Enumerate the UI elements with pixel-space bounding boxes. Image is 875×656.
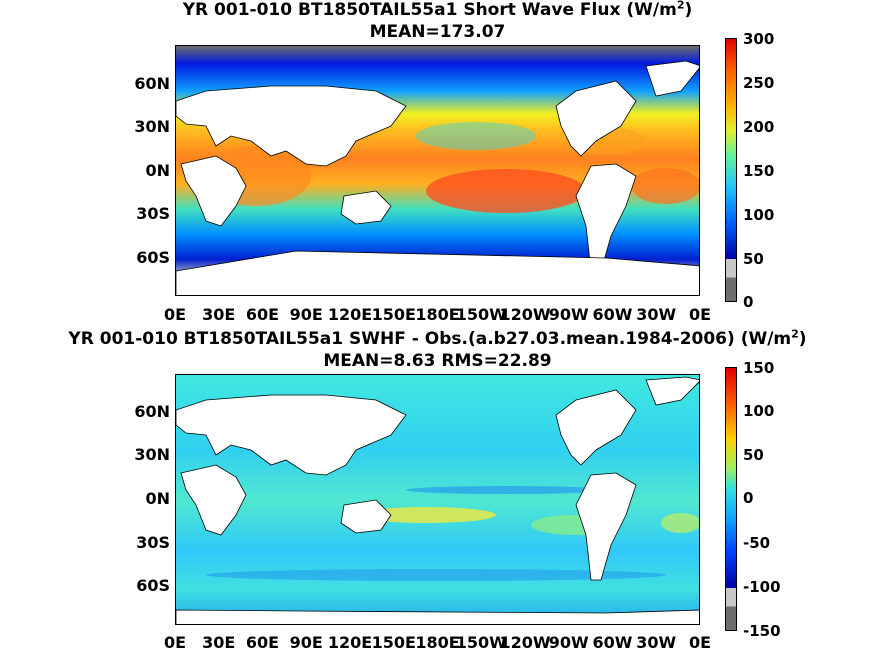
map2-lon-label-7: 150W [455, 633, 507, 652]
map2-lat-30s: 30S [136, 533, 170, 552]
map2-lat-60s: 60S [136, 576, 170, 595]
map2-lon-label-0: 0E [163, 633, 187, 652]
map2-title-sup: 2 [791, 327, 799, 341]
map1-lon-label-12: 0E [688, 305, 712, 324]
map2-field [176, 375, 699, 624]
map2-lat-0n: 0N [145, 489, 170, 508]
map2-title-close: ) [798, 329, 807, 349]
map1-lon-label-6: 180E [415, 305, 460, 324]
map2-cb-150: 150 [743, 359, 775, 377]
map1-lon-label-7: 150W [455, 305, 507, 324]
map1-title-sup: 2 [676, 0, 685, 12]
map2-mean-rms: MEAN=8.63 RMS=22.89 [323, 351, 552, 371]
map2-lat-60n: 60N [134, 402, 170, 421]
map1-lon-label-9: 90W [548, 305, 589, 324]
map2-lon-label-12: 0E [688, 633, 712, 652]
map1-cb-50: 50 [743, 250, 764, 268]
map2-panel [175, 374, 700, 625]
map1-title: YR 001-010 BT1850TAIL55a1 Short Wave Flu… [0, 0, 875, 20]
map1-lon-label-4: 120E [327, 305, 373, 324]
map2-lon-label-2: 60E [245, 633, 280, 652]
map1-lon-label-11: 30W [636, 305, 677, 324]
map1-lon-label-10: 60W [592, 305, 633, 324]
map2-lon-label-5: 150E [371, 633, 416, 652]
map1-mean: MEAN=173.07 [369, 22, 506, 42]
map2-lon-label-6: 180E [415, 633, 460, 652]
map1-title-close: ) [684, 0, 693, 20]
map1-cb-300: 300 [743, 30, 775, 48]
map2-colorbar [725, 367, 737, 631]
map1-cb-100: 100 [743, 206, 775, 224]
map2-lon-label-1: 30E [202, 633, 236, 652]
map2-cb-50: 50 [743, 446, 764, 464]
map2-cb-0: 0 [743, 489, 754, 507]
map1-lat-30s: 30S [136, 204, 170, 223]
map1-cb-250: 250 [743, 74, 775, 92]
map2-lon-label-9: 90W [548, 633, 589, 652]
map1-lon-label-5: 150E [371, 305, 416, 324]
map1-cb-150: 150 [743, 162, 775, 180]
map2-lon-label-4: 120E [327, 633, 373, 652]
map1-lon-label-2: 60E [245, 305, 280, 324]
map2-lon-label-3: 90E [289, 633, 323, 652]
map1-lon-label-0: 0E [163, 305, 187, 324]
map1-lat-30n: 30N [134, 117, 170, 136]
map1-lon-label-3: 90E [289, 305, 323, 324]
map1-title-text: YR 001-010 BT1850TAIL55a1 Short Wave Flu… [182, 0, 677, 20]
map1-lat-0n: 0N [145, 161, 170, 180]
map2-lon-label-8: 120W [499, 633, 551, 652]
map1-panel [175, 45, 700, 296]
map2-title-text: YR 001-010 BT1850TAIL55a1 SWHF - Obs.(a.… [68, 329, 792, 349]
map1-lat-60n: 60N [134, 74, 170, 93]
map1-lon-label-8: 120W [499, 305, 551, 324]
map1-cb-0: 0 [743, 293, 754, 311]
map2-cb-neg100: -100 [743, 578, 781, 596]
map2-cb-neg150: -150 [743, 622, 781, 640]
map1-colorbar [725, 38, 737, 302]
map1-lon-label-1: 30E [202, 305, 236, 324]
map1-cb-200: 200 [743, 118, 775, 136]
map2-lon-label-10: 60W [592, 633, 633, 652]
map2-lat-30n: 30N [134, 445, 170, 464]
map2-lon-label-11: 30W [636, 633, 677, 652]
map1-field [176, 46, 699, 295]
map2-cb-100: 100 [743, 402, 775, 420]
map2-cb-neg50: -50 [743, 534, 771, 552]
map2-title: YR 001-010 BT1850TAIL55a1 SWHF - Obs.(a.… [0, 327, 875, 349]
map1-lat-60s: 60S [136, 248, 170, 267]
